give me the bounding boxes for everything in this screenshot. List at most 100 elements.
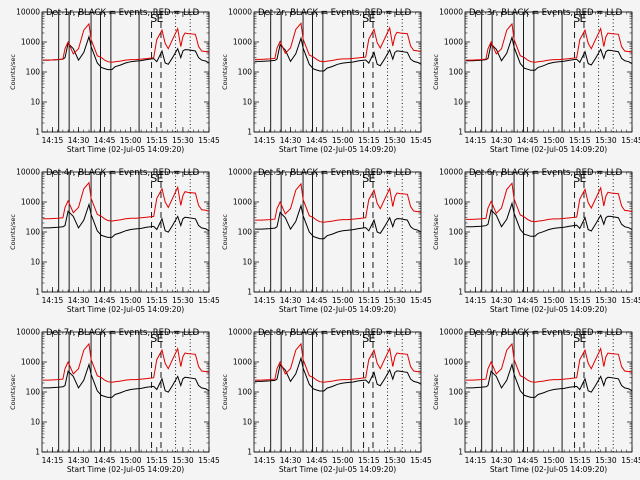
panel-title: Det 5r, BLACK = Events, RED = LLD [258,168,412,178]
x-tick-label: 15:00 [332,136,354,145]
x-tick-label: 14:15 [465,456,487,465]
marker-s: S [573,172,580,185]
x-tick-label: 15:15 [358,296,380,305]
y-tick-label: 100 [26,228,41,237]
y-tick-label: 1000 [233,38,252,47]
y-tick-label: 100 [26,68,41,77]
y-tick-label: 100 [26,388,41,397]
x-tick-label: 15:30 [595,296,617,305]
panel-title: Det 2r, BLACK = Events, RED = LLD [258,8,412,18]
y-tick-label: 100 [238,388,253,397]
x-tick-label: 14:45 [306,296,328,305]
y-tick-label: 1000 [233,358,252,367]
plot-frame [464,11,633,133]
x-tick-label: 14:45 [94,456,116,465]
marker-e: E [156,332,163,345]
y-tick-label: 10000 [16,168,40,177]
x-tick-label: 14:45 [517,456,539,465]
y-tick-label: 10 [242,418,252,427]
events-line [43,362,210,398]
y-tick-label: 1 [35,448,40,457]
y-tick-label: 10 [30,98,40,107]
y-tick-label: 10000 [439,168,463,177]
marker-e: E [579,12,586,25]
x-tick-label: 15:00 [332,296,354,305]
lld-line [43,181,210,222]
x-tick-label: 15:15 [146,296,168,305]
x-tick-label: 15:30 [595,456,617,465]
y-tick-label: 10000 [228,168,252,177]
x-tick-label: 14:15 [465,136,487,145]
x-tick-label: 15:00 [332,456,354,465]
y-axis-label: Counts/sec [221,374,229,410]
events-line [466,362,633,398]
marker-s: S [362,12,369,25]
y-tick-label: 100 [449,228,464,237]
x-tick-label: 14:15 [254,456,276,465]
y-axis-label: Counts/sec [432,54,440,90]
x-tick-label: 15:00 [543,296,565,305]
x-tick-label: 15:00 [120,456,142,465]
y-tick-label: 100 [238,68,253,77]
plot-frame [41,331,210,453]
events-line [466,201,633,237]
events-line [255,36,422,72]
lld-line [43,22,210,63]
x-tick-label: 15:30 [384,136,406,145]
lld-line [466,342,633,383]
detector-panel-9: 1 10 100 1000 10000 14:15 14:30 14:45 15:00 15:15… [432,328,640,475]
x-tick-label: 14:30 [68,296,90,305]
y-axis-label: Counts/sec [432,214,440,250]
x-tick-label: 14:30 [280,296,302,305]
plot-frame [464,171,633,293]
x-tick-label: 15:45 [410,456,432,465]
x-tick-label: 14:15 [42,456,64,465]
x-tick-label: 14:15 [42,296,64,305]
detector-panel-2: 1 10 100 1000 10000 14:15 14:30 14:45 15:00 15:15… [221,8,432,155]
detector-panel-5: 1 10 100 1000 10000 14:15 14:30 14:45 15:00 15:15… [221,168,432,315]
x-tick-label: 14:15 [254,296,276,305]
x-tick-label: 15:00 [543,136,565,145]
y-tick-label: 1 [247,128,252,137]
x-tick-label: 14:30 [68,456,90,465]
x-tick-label: 15:45 [621,456,640,465]
lld-line [255,342,422,383]
x-tick-label: 14:15 [42,136,64,145]
x-axis-label: Start Time (02-Jul-05 14:09:20) [67,465,184,474]
y-tick-label: 10 [30,418,40,427]
y-tick-label: 1000 [233,198,252,207]
y-tick-label: 1000 [444,358,463,367]
x-tick-label: 15:30 [172,456,194,465]
x-tick-label: 15:30 [172,296,194,305]
x-tick-label: 14:30 [68,136,90,145]
marker-e: E [156,12,163,25]
marker-e: E [368,12,375,25]
x-tick-label: 14:30 [280,456,302,465]
lld-line [466,22,633,63]
x-tick-label: 15:30 [384,456,406,465]
x-tick-label: 15:00 [120,136,142,145]
x-tick-label: 15:00 [543,456,565,465]
detector-panel-6: 1 10 100 1000 10000 14:15 14:30 14:45 15:00 15:15… [432,168,640,315]
events-line [255,203,422,240]
marker-s: S [362,332,369,345]
y-tick-label: 1000 [21,38,40,47]
detector-panel-7: 1 10 100 1000 10000 14:15 14:30 14:45 15:00 15:15… [9,328,220,475]
y-tick-label: 1000 [21,198,40,207]
lld-line [255,182,422,223]
plot-frame [41,171,210,293]
detector-panel-8: 1 10 100 1000 10000 14:15 14:30 14:45 15:00 15:15… [221,328,432,475]
marker-s: S [573,332,580,345]
y-tick-label: 1000 [444,38,463,47]
x-tick-label: 15:45 [621,296,640,305]
detector-panel-3: 1 10 100 1000 10000 14:15 14:30 14:45 15:00 15:15… [432,8,640,155]
x-tick-label: 15:30 [384,296,406,305]
x-tick-label: 14:45 [306,136,328,145]
y-tick-label: 1 [458,128,463,137]
marker-s: S [150,172,157,185]
y-tick-label: 1 [247,448,252,457]
y-tick-label: 10 [30,258,40,267]
x-tick-label: 14:45 [517,136,539,145]
lld-line [255,22,422,63]
